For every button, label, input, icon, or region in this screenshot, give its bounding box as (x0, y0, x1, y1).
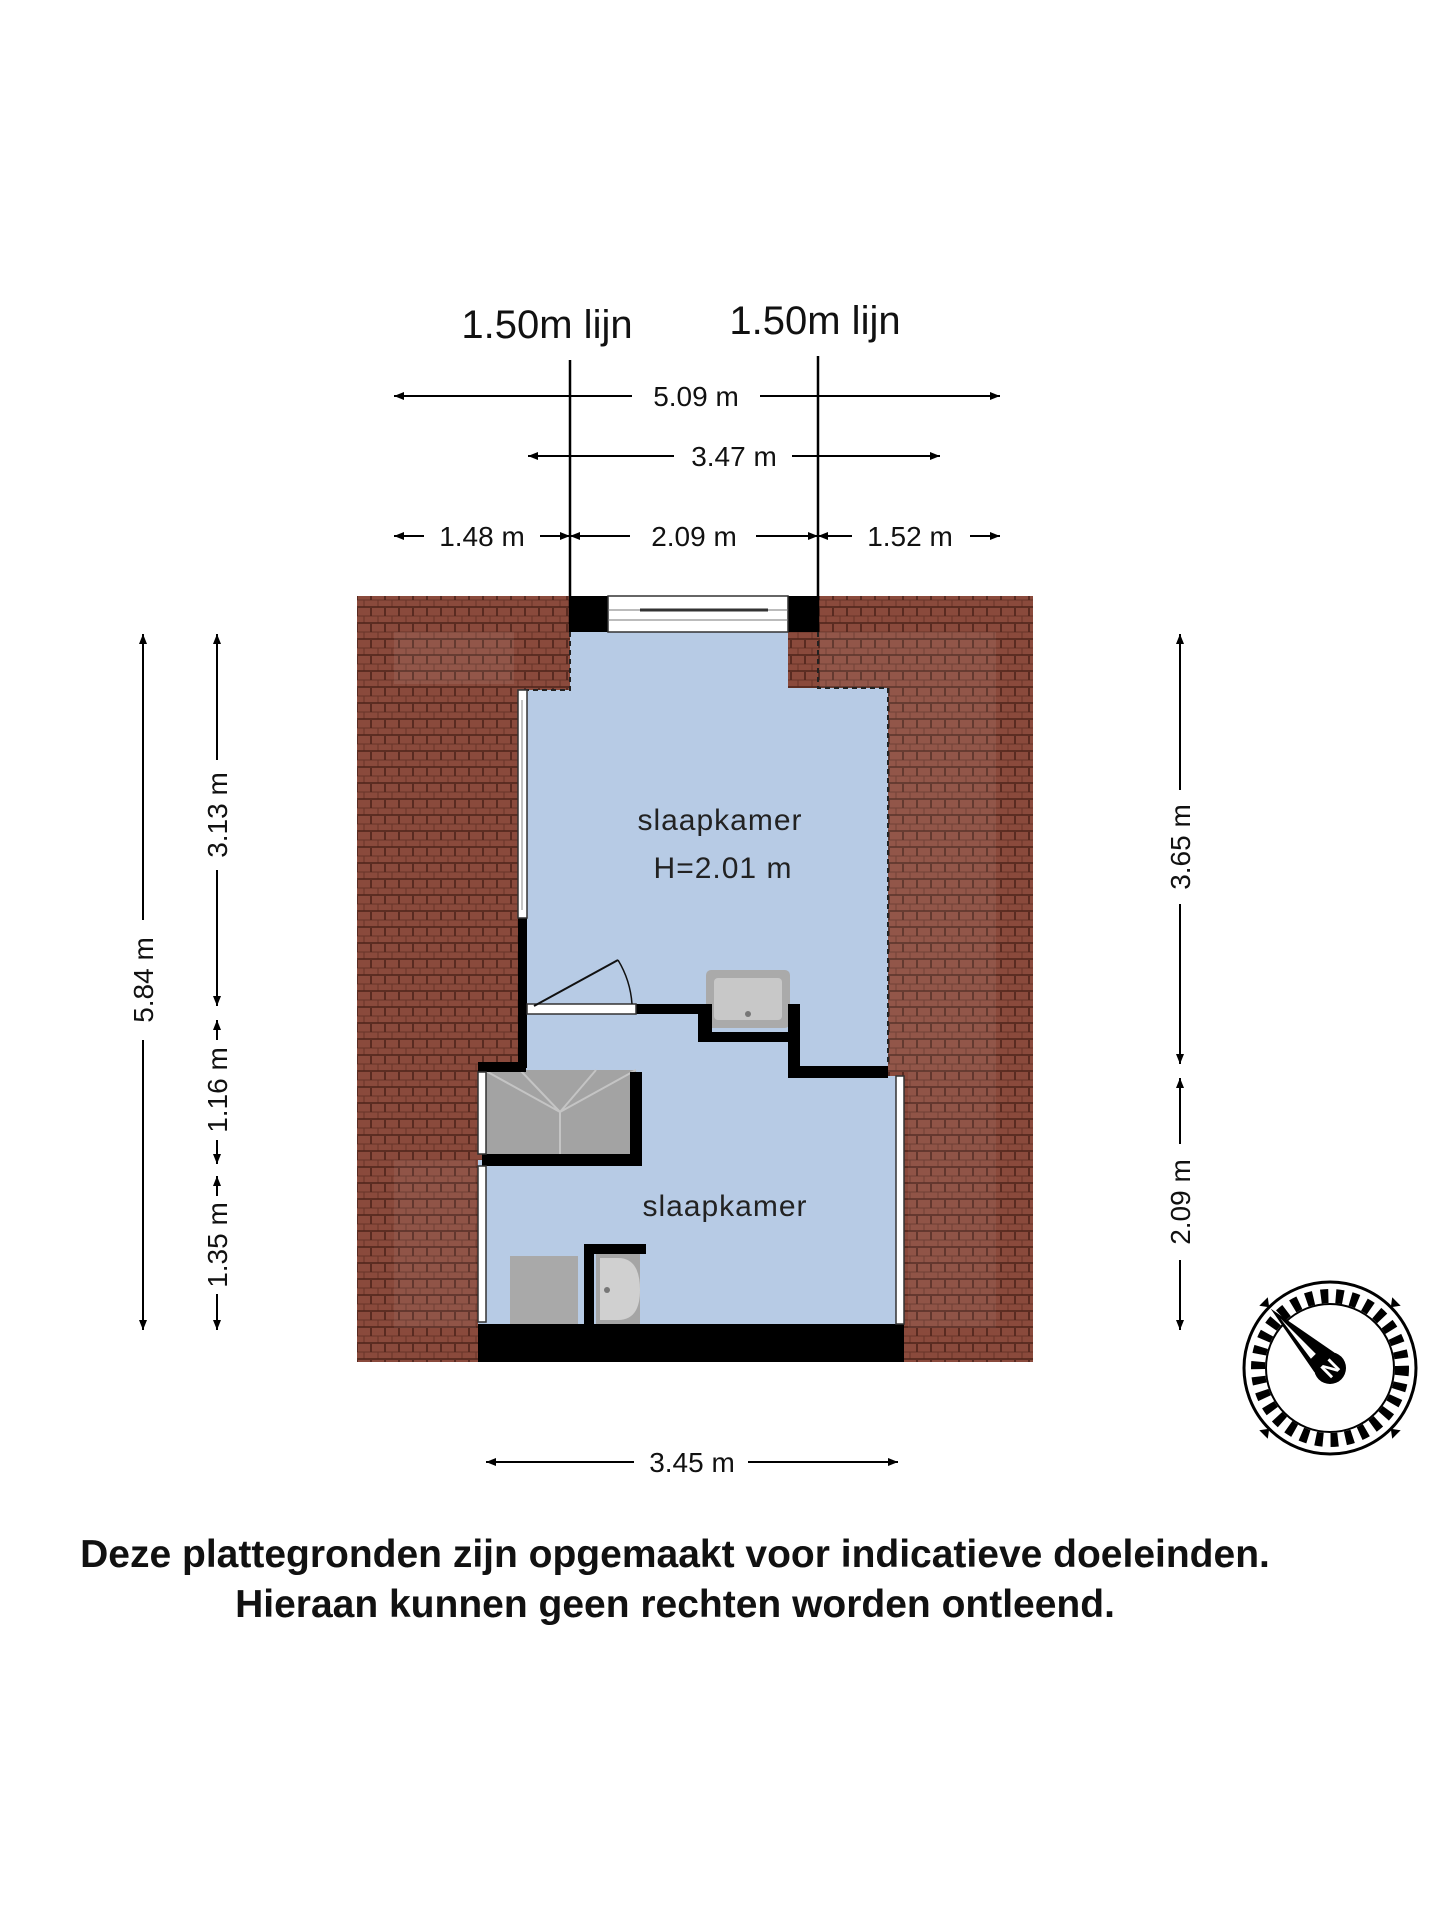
line-150m-right: 1.50m lijn (729, 299, 901, 632)
dim-top-inner-label: 3.47 m (691, 441, 777, 472)
disclaimer-line-1: Deze plattegronden zijn opgemaakt voor i… (80, 1533, 1270, 1576)
dim-right-top-label: 3.65 m (1165, 804, 1196, 890)
dimension-lines (139, 392, 1184, 1466)
dim-left-bottom-label: 1.35 m (202, 1202, 233, 1288)
dim-top-left-label: 1.48 m (439, 521, 525, 552)
room-upper-height: H=2.01 m (654, 852, 793, 885)
compass-needle-icon (1270, 1308, 1346, 1384)
door (526, 959, 637, 1015)
line-150m-left: 1.50m lijn (461, 303, 633, 632)
dim-left-mid-label: 1.16 m (202, 1047, 233, 1133)
line-150m-right-label: 1.50m lijn (729, 299, 900, 343)
skylight-right (895, 1075, 905, 1325)
dim-right-bottom-label: 2.09 m (1165, 1159, 1196, 1245)
dim-left-top-label: 3.13 m (202, 772, 233, 858)
dim-top-right-label: 1.52 m (867, 521, 953, 552)
staircase (483, 1069, 637, 1154)
washbasin-lower (596, 1254, 640, 1324)
disclaimer-line-2: Hieraan kunnen geen rechten worden ontle… (235, 1583, 1115, 1626)
dim-top-total-label: 5.09 m (653, 381, 739, 412)
compass: N (1242, 1280, 1418, 1456)
dim-bottom-label: 3.45 m (649, 1447, 735, 1478)
dim-top-mid-label: 2.09 m (651, 521, 737, 552)
skylight-left-upper (517, 689, 528, 919)
room-lower-name: slaapkamer (642, 1190, 807, 1223)
cabinet (510, 1256, 578, 1324)
disclaimer: Deze plattegronden zijn opgemaakt voor i… (0, 1530, 1350, 1630)
room-upper-name: slaapkamer (637, 804, 802, 837)
window-top (607, 595, 789, 633)
washbasin-upper (706, 970, 790, 1028)
line-150m-left-label: 1.50m lijn (461, 303, 632, 347)
walls (478, 596, 904, 1362)
dimension-labels: 5.09 m 3.47 m 1.48 m 2.09 m 1.52 m 5.84 … (128, 381, 1196, 1478)
skylight-left-lower (477, 1071, 487, 1323)
dim-left-total-label: 5.84 m (128, 937, 159, 1023)
slope-lines (520, 632, 889, 1066)
